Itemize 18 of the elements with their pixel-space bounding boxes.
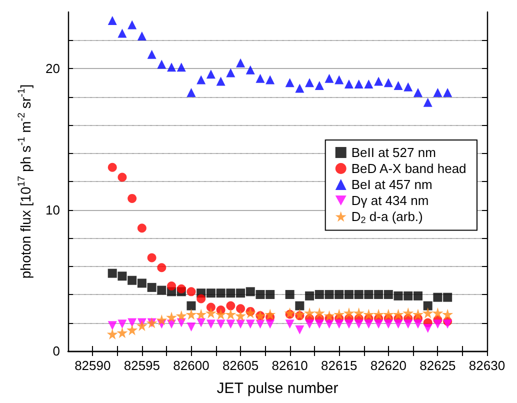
x-tick-label: 82610 (272, 358, 308, 373)
legend-label: BeD A-X band head (351, 161, 466, 176)
legend-label: BeI at 457 nm (351, 177, 432, 192)
x-tick-label: 82600 (173, 358, 210, 373)
y-tick-label: 20 (46, 61, 60, 76)
x-tick-label: 82630 (468, 358, 506, 373)
x-tick-label: 82620 (370, 358, 406, 373)
legend-label: Dγ at 434 nm (351, 193, 429, 208)
x-tick-label: 82615 (321, 358, 358, 373)
x-tick-label: 82595 (124, 358, 160, 373)
y-tick-label: 10 (46, 202, 60, 218)
x-tick-label: 82605 (222, 358, 259, 373)
x-axis-title: JET pulse number (216, 380, 338, 397)
x-tick-label: 82625 (420, 358, 456, 373)
text: photon flux [1017 ph s-1 m-2 sr-1] (16, 84, 34, 279)
legend-label: BeII at 527 nm (351, 145, 436, 160)
y-tick-label: 0 (52, 344, 60, 358)
x-tick-label: 82590 (74, 358, 111, 373)
